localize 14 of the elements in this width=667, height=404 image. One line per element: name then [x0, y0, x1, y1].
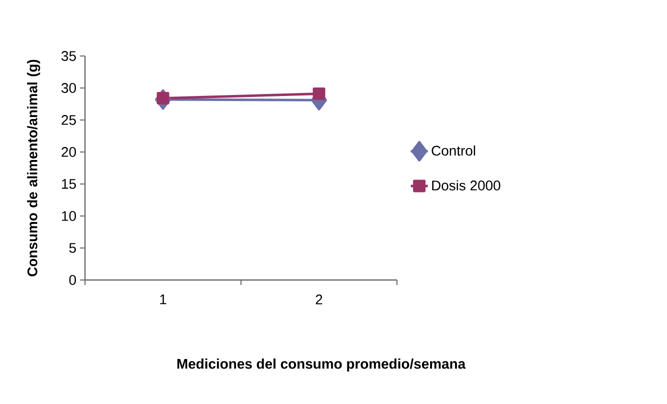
y-tick-label: 15 — [62, 179, 76, 189]
x-tick-label: 2 — [316, 294, 322, 304]
y-tick-label: 20 — [62, 147, 76, 157]
y-tick-label: 30 — [62, 83, 76, 93]
y-tick-label: 0 — [69, 275, 76, 285]
legend-label: Dosis 2000 — [432, 180, 500, 190]
y-tick-label: 5 — [69, 243, 76, 253]
x-tick-label: 1 — [160, 294, 166, 304]
x-axis-title: Mediciones del consumo promedio/semana — [177, 358, 466, 372]
y-tick-label: 25 — [62, 115, 76, 125]
y-tick-label: 10 — [62, 211, 76, 221]
y-axis-title: Consumo de alimento/animal (g) — [27, 60, 40, 276]
legend-label: Control — [432, 145, 476, 156]
y-tick-label: 35 — [62, 51, 76, 61]
